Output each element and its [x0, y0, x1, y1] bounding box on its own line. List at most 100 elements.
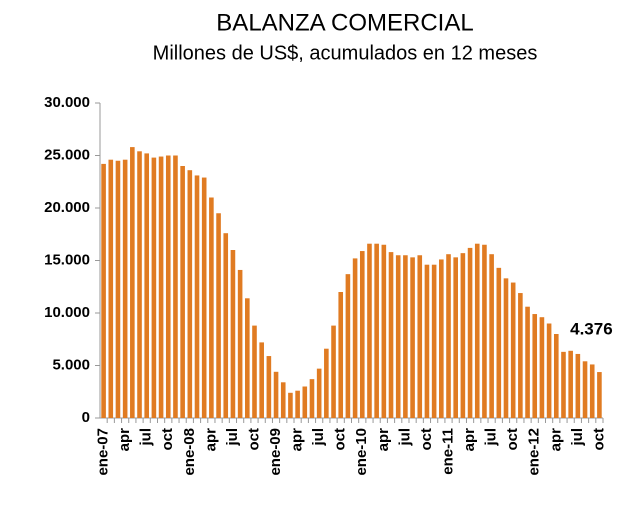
bar [482, 244, 487, 418]
bar [489, 254, 494, 418]
bar [582, 361, 588, 418]
y-tick-label: 30.000 [44, 94, 90, 111]
bar [144, 153, 150, 418]
value-label: 4.376 [570, 320, 613, 339]
bar [575, 353, 581, 418]
bar [589, 364, 595, 418]
bar [532, 314, 538, 418]
bar [518, 293, 523, 418]
bar [288, 392, 293, 418]
bar [510, 282, 516, 418]
bar [453, 257, 458, 418]
bar [108, 159, 114, 418]
bar [374, 243, 379, 418]
bar [381, 244, 387, 418]
bar [252, 325, 257, 418]
bar [316, 368, 322, 418]
bar [439, 259, 444, 418]
bar [460, 253, 466, 418]
bar [539, 317, 545, 418]
bar [173, 155, 178, 418]
chart-subtitle: Millones de US$, acumulados en 12 meses [153, 42, 538, 64]
x-tick-label: jul [396, 428, 413, 447]
x-tick-label: oct [418, 428, 435, 451]
y-tick-label: 20.000 [44, 199, 90, 216]
x-tick-label: ene-12 [526, 428, 543, 476]
y-tick-label: 0 [82, 409, 90, 426]
bar [266, 356, 272, 418]
x-tick-label: apr [547, 428, 564, 452]
bar [331, 325, 336, 418]
x-tick-label: oct [590, 428, 607, 451]
bar [345, 274, 351, 418]
bar [352, 258, 358, 418]
bar [165, 155, 171, 418]
x-tick-label: apr [375, 428, 392, 452]
bar [187, 170, 193, 418]
x-tick-label: jul [569, 428, 586, 447]
bar [424, 264, 430, 418]
bar [309, 379, 315, 418]
bar [568, 350, 573, 418]
bar [324, 348, 329, 418]
x-tick-label: ene-09 [267, 428, 284, 476]
bar [561, 351, 566, 418]
bar [137, 151, 142, 419]
x-tick-label: apr [461, 428, 478, 452]
bar [403, 255, 408, 418]
bar [338, 292, 344, 418]
bar [553, 334, 559, 418]
bar [302, 386, 308, 418]
bar [410, 257, 415, 418]
bar [201, 177, 207, 418]
bar [446, 254, 451, 418]
x-tick-label: jul [310, 428, 327, 447]
x-tick-label: ene-10 [353, 428, 370, 476]
x-tick-label: ene-07 [95, 428, 112, 476]
x-tick-label: ene-08 [181, 428, 198, 476]
bar [388, 252, 394, 418]
bar [122, 159, 128, 418]
bar [367, 243, 372, 418]
bar [295, 390, 300, 418]
x-tick-label: oct [245, 428, 262, 451]
bar [259, 342, 264, 418]
bar [223, 233, 229, 418]
x-tick-label: oct [159, 428, 176, 451]
bar [417, 255, 423, 418]
bar [496, 267, 502, 418]
bar [101, 163, 106, 418]
x-tick-label: apr [289, 428, 306, 452]
bar [597, 372, 602, 418]
bar [158, 156, 164, 419]
bar [359, 251, 365, 418]
chart-title: BALANZA COMERCIAL [216, 9, 473, 36]
bar [130, 147, 135, 418]
bar [525, 306, 530, 418]
bar [273, 371, 279, 418]
x-tick-label: oct [504, 428, 521, 451]
bar [503, 278, 509, 418]
bar [115, 160, 121, 418]
x-tick-label: ene-11 [439, 428, 456, 475]
bar [209, 197, 214, 418]
bar [237, 269, 243, 418]
bar [280, 382, 286, 418]
x-tick-label: jul [138, 428, 155, 447]
x-tick-label: apr [202, 428, 219, 452]
bar [546, 323, 552, 418]
bar [151, 157, 157, 418]
bar [467, 247, 473, 418]
bar [180, 166, 185, 418]
bar [474, 243, 480, 418]
bar [230, 250, 236, 418]
x-tick-label: apr [116, 428, 133, 452]
bar [431, 264, 437, 418]
bar [216, 213, 221, 418]
bar [395, 255, 401, 418]
x-tick-label: oct [332, 428, 349, 451]
y-tick-label: 10.000 [44, 304, 90, 321]
x-tick-label: jul [483, 428, 500, 447]
bar [194, 175, 200, 418]
